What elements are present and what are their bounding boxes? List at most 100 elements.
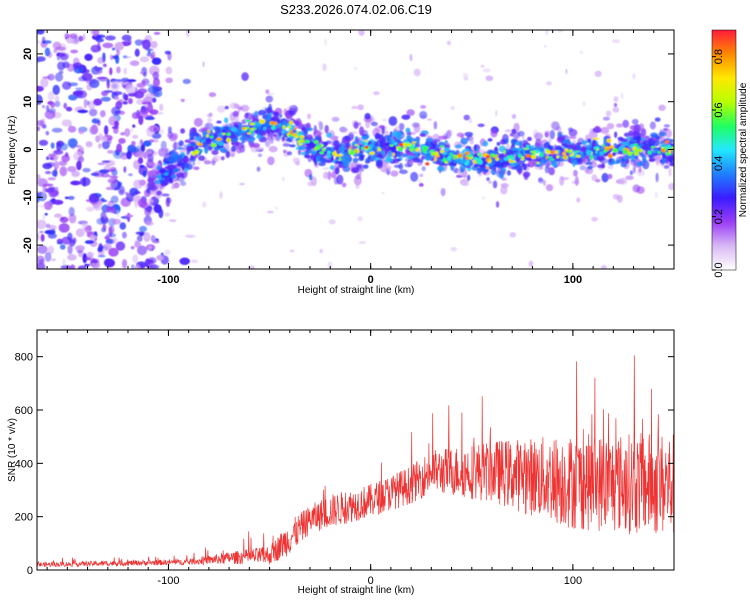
spectrogram-cell: [360, 135, 368, 141]
spectrogram-cell: [557, 135, 565, 142]
spectrogram-cell: [224, 105, 229, 110]
spectrogram-cell: [56, 241, 63, 245]
spectrogram-cell: [582, 101, 586, 107]
spectrogram-cell: [65, 106, 73, 112]
spectrogram-cell: [232, 111, 239, 117]
spectrogram-cell: [206, 134, 209, 138]
spectrogram-cell: [481, 157, 488, 161]
spectrogram-cell: [114, 41, 124, 51]
spectrogram-cell: [622, 119, 630, 128]
spectrogram-cell: [59, 166, 68, 177]
spectrogram-cell: [544, 132, 549, 138]
spectrogram-cell: [648, 159, 655, 162]
spectrogram-cell: [136, 98, 144, 105]
colorbar-tick-label: 0.8: [713, 49, 725, 64]
spectrogram-cell: [125, 192, 132, 197]
spectrogram-cell: [453, 158, 457, 164]
spectrogram-cell: [622, 149, 628, 154]
spectrogram-cell: [279, 114, 283, 118]
spectrogram-cell: [158, 208, 164, 219]
spectrogram-cell: [130, 245, 135, 250]
spectrogram-cell: [338, 163, 343, 169]
spectrogram-cell: [635, 161, 643, 167]
spectrogram-cell: [41, 104, 46, 109]
spectrogram-cell: [53, 161, 60, 170]
spectrogram-cell: [306, 113, 312, 120]
spectrogram-cell: [463, 114, 470, 121]
spectrogram-cell: [101, 140, 110, 150]
spectrogram-cell: [521, 162, 526, 167]
spectrogram-cell: [405, 127, 411, 133]
spectrogram-cell: [329, 165, 335, 170]
spectrogram-cell: [424, 156, 432, 161]
spectrogram-cell: [469, 136, 474, 145]
spectrogram-cell: [476, 167, 482, 174]
spectrogram-cell: [293, 127, 297, 130]
spectrogram-cell: [270, 116, 276, 122]
chart-title: S233.2026.074.02.06.C19: [280, 2, 432, 17]
spectrogram-cell: [403, 145, 407, 150]
spectrogram-cell: [395, 158, 402, 162]
spectrogram-cell: [478, 154, 482, 159]
spectrogram-cell: [161, 193, 170, 197]
spectrogram-cell: [594, 70, 602, 77]
spectrogram-cell: [351, 105, 358, 110]
spectrogram-cell: [499, 172, 504, 180]
spectrogram-cell: [86, 251, 95, 256]
spectrogram-cell: [608, 158, 613, 164]
spectrogram-cell: [378, 124, 385, 129]
y-tick-label: 600: [15, 405, 33, 417]
spectrogram-cell: [137, 140, 142, 149]
y-tick-label: 0: [22, 146, 34, 152]
spectrogram-cell: [640, 128, 647, 137]
spectrogram-cell: [239, 182, 246, 186]
spectrogram-cell: [353, 121, 359, 130]
spectrogram-cell: [587, 138, 592, 143]
spectrogram-cell: [97, 162, 106, 166]
spectrogram-cell: [468, 117, 473, 124]
spectrogram-cell: [605, 110, 612, 117]
spectrogram-cell: [248, 140, 255, 146]
spectrogram-cell: [326, 132, 333, 138]
spectrogram-cell: [147, 170, 155, 177]
y-tick-label: -10: [22, 189, 34, 205]
spectrogram-cell: [584, 140, 588, 144]
spectrogram-cell: [626, 136, 633, 141]
spectrogram-cell: [357, 104, 364, 111]
spectrogram-cell: [137, 88, 148, 94]
spectrogram-cell: [632, 184, 641, 193]
spectrogram-cell: [280, 129, 288, 135]
spectrogram-cell: [635, 146, 641, 150]
spectrogram-cell: [90, 30, 96, 35]
spectrogram-cell: [359, 126, 365, 136]
spectrogram-cell: [143, 233, 152, 240]
spectrogram-cell: [247, 138, 255, 142]
spectrogram-cell: [171, 174, 177, 179]
spectrogram-cell: [265, 127, 270, 134]
spectrogram-cell: [168, 133, 178, 142]
spectrogram-cell: [564, 148, 569, 152]
spectrogram-cell: [41, 36, 46, 45]
spectrogram-cell: [37, 30, 45, 35]
spectrogram-cell: [169, 168, 173, 174]
spectrogram-cell: [406, 109, 415, 116]
spectrogram-cell: [63, 32, 67, 39]
spectrogram-cell: [401, 114, 411, 120]
spectrogram-cell: [286, 151, 293, 156]
spectrogram-cell: [67, 166, 77, 173]
spectrogram-cell: [226, 132, 231, 137]
spectrogram-cell: [149, 201, 158, 206]
spectrogram-cell: [452, 154, 458, 158]
spectrogram-cell: [46, 156, 50, 160]
spectrogram-cell: [241, 134, 248, 141]
spectrogram-cell: [147, 153, 154, 163]
spectrogram-cell: [654, 191, 658, 198]
spectrogram-cell: [585, 161, 593, 166]
spectrogram-cell: [285, 110, 290, 119]
spectrogram-cell: [131, 264, 135, 269]
spectrogram-cell: [171, 183, 175, 190]
spectrogram-cell: [67, 195, 75, 200]
spectrogram-cell: [153, 31, 161, 35]
spectrogram-cell: [257, 153, 263, 158]
spectrogram-cell: [425, 137, 434, 142]
